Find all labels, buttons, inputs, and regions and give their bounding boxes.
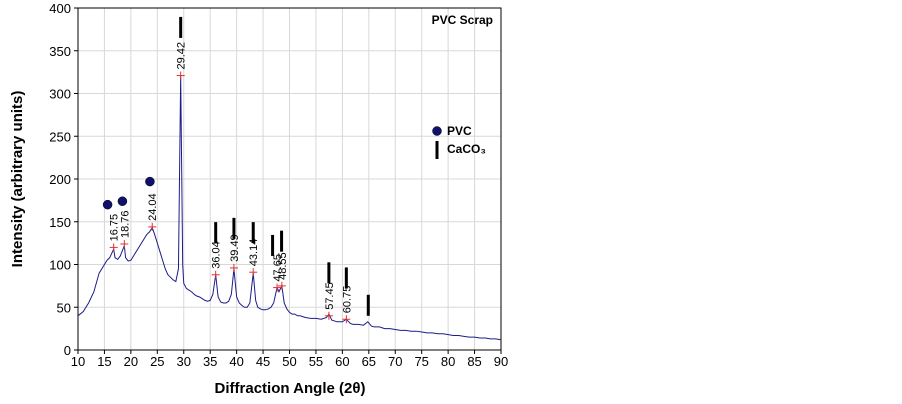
- y-tick-label: 300: [49, 87, 71, 102]
- y-axis-title: Intensity (arbitrary units): [9, 91, 26, 268]
- peak-marker: [211, 270, 220, 279]
- y-tick-label: 0: [64, 343, 71, 358]
- x-tick-label: 75: [414, 354, 428, 369]
- peak-marker: [176, 71, 185, 80]
- x-axis-title: Diffraction Angle (2θ): [215, 380, 366, 397]
- x-tick-label: 20: [124, 354, 138, 369]
- peak-label: 29.42: [176, 42, 188, 70]
- peak-label: 18.76: [119, 210, 131, 238]
- peak-marker: [273, 283, 282, 292]
- x-tick-label: 90: [494, 354, 508, 369]
- legend-pvc-label: PVC: [447, 124, 472, 138]
- peak-label: 39.49: [229, 234, 241, 262]
- peak-label: 48.55: [277, 252, 289, 280]
- y-tick-label: 150: [49, 215, 71, 230]
- y-tick-label: 350: [49, 44, 71, 59]
- peak-label: 36.04: [211, 241, 223, 269]
- y-tick-label: 400: [49, 1, 71, 16]
- peak-marker: [342, 315, 351, 324]
- peak-label: 16.75: [109, 214, 121, 242]
- y-tick-label: 200: [49, 172, 71, 187]
- x-tick-label: 25: [150, 354, 164, 369]
- pvc-marker: [102, 199, 113, 210]
- x-tick-label: 65: [362, 354, 376, 369]
- peak-marker: [249, 268, 258, 277]
- x-tick-label: 60: [335, 354, 349, 369]
- y-tick-label: 250: [49, 129, 71, 144]
- peak-label: 57.45: [324, 282, 336, 310]
- y-tick-label: 50: [57, 300, 71, 315]
- x-tick-label: 10: [71, 354, 85, 369]
- x-tick-label: 35: [203, 354, 217, 369]
- x-tick-label: 55: [309, 354, 323, 369]
- x-tick-label: 50: [282, 354, 296, 369]
- legend-caco3-label: CaCO₃: [447, 142, 486, 156]
- peak-marker: [277, 281, 286, 290]
- peak-marker: [148, 222, 157, 231]
- chart-title: PVC Scrap: [432, 13, 493, 27]
- peak-marker: [229, 263, 238, 272]
- peak-marker: [324, 311, 333, 320]
- peak-label: 43.14: [248, 239, 260, 267]
- x-tick-label: 80: [441, 354, 455, 369]
- legend-pvc-symbol: [432, 126, 442, 136]
- x-tick-label: 45: [256, 354, 270, 369]
- x-tick-label: 85: [467, 354, 481, 369]
- y-tick-label: 100: [49, 258, 71, 273]
- data-line: [77, 75, 502, 341]
- x-tick-label: 70: [388, 354, 402, 369]
- peak-label: 47.65: [272, 254, 284, 282]
- peak-marker: [120, 239, 129, 248]
- x-tick-label: 15: [97, 354, 111, 369]
- peak-label: 60.75: [341, 286, 353, 314]
- peak-marker: [109, 243, 118, 252]
- pvc-marker: [145, 176, 155, 187]
- pvc-marker: [117, 196, 128, 206]
- peak-label: 24.04: [147, 193, 159, 221]
- x-tick-label: 30: [177, 354, 191, 369]
- x-tick-label: 40: [229, 354, 243, 369]
